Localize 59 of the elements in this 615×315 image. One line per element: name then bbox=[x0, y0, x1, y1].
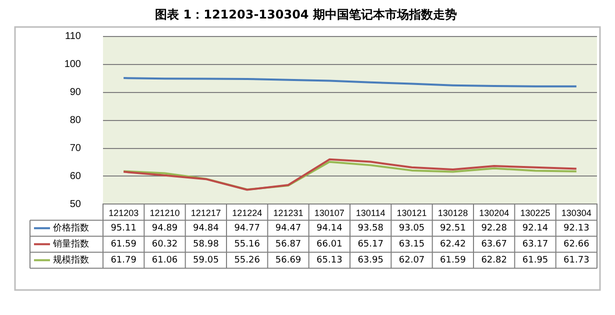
x-tick-label: 121217 bbox=[190, 208, 221, 218]
data-label: 60.32 bbox=[152, 240, 178, 250]
x-tick-label: 121231 bbox=[273, 208, 304, 218]
data-label: 92.14 bbox=[522, 224, 548, 234]
x-tick-label: 130128 bbox=[438, 208, 468, 218]
data-label: 61.73 bbox=[564, 256, 590, 266]
data-label: 65.13 bbox=[316, 256, 342, 266]
y-tick-label: 80 bbox=[70, 115, 82, 126]
data-label: 61.06 bbox=[152, 256, 178, 266]
data-label: 95.11 bbox=[110, 224, 136, 234]
data-label: 94.84 bbox=[193, 224, 220, 234]
data-label: 56.87 bbox=[275, 240, 302, 250]
legend-label: 价格指数 bbox=[52, 222, 89, 234]
data-label: 92.13 bbox=[564, 224, 590, 234]
legend-label: 销量指数 bbox=[52, 238, 89, 250]
data-label: 94.89 bbox=[152, 224, 178, 234]
x-tick-label: 130114 bbox=[356, 208, 386, 218]
y-tick-label: 100 bbox=[64, 59, 82, 70]
y-tick-label: 110 bbox=[65, 31, 82, 42]
x-tick-label: 121210 bbox=[150, 208, 180, 218]
chart-title: 图表 1：121203-130304 期中国笔记本市场指数走势 bbox=[155, 7, 457, 22]
data-label: 62.66 bbox=[564, 240, 590, 250]
data-label: 94.77 bbox=[234, 224, 260, 234]
data-label: 59.05 bbox=[193, 256, 219, 266]
data-label: 63.15 bbox=[398, 240, 425, 250]
x-tick-label: 130225 bbox=[520, 208, 550, 218]
data-label: 62.82 bbox=[481, 256, 507, 266]
data-label: 61.59 bbox=[440, 256, 466, 266]
data-label: 93.58 bbox=[358, 224, 384, 234]
x-tick-label: 130121 bbox=[396, 208, 427, 218]
data-label: 55.16 bbox=[234, 240, 260, 250]
data-label: 93.05 bbox=[398, 224, 425, 234]
x-tick-label: 130304 bbox=[561, 208, 592, 218]
y-tick-label: 70 bbox=[70, 143, 82, 154]
y-tick-label: 50 bbox=[70, 198, 82, 210]
data-label: 94.47 bbox=[275, 224, 302, 234]
x-tick-label: 121224 bbox=[232, 208, 262, 218]
y-tick-label: 90 bbox=[70, 87, 82, 98]
data-label: 61.79 bbox=[110, 256, 137, 266]
legend-label: 规模指数 bbox=[53, 254, 89, 266]
data-label: 65.17 bbox=[358, 240, 384, 250]
data-label: 94.14 bbox=[316, 224, 343, 234]
data-label: 92.28 bbox=[481, 224, 508, 234]
data-label: 56.69 bbox=[275, 256, 302, 266]
data-label: 58.98 bbox=[193, 240, 220, 250]
data-label: 61.95 bbox=[522, 256, 548, 266]
data-label: 63.17 bbox=[522, 240, 548, 250]
x-tick-label: 130107 bbox=[314, 208, 344, 218]
data-label: 62.07 bbox=[398, 256, 425, 266]
data-label: 61.59 bbox=[110, 240, 137, 250]
data-label: 55.26 bbox=[234, 256, 260, 266]
y-tick-label: 60 bbox=[70, 170, 82, 182]
data-label: 92.51 bbox=[440, 224, 466, 234]
x-tick-label: 121203 bbox=[108, 208, 139, 218]
data-label: 62.42 bbox=[440, 240, 466, 250]
data-label: 66.01 bbox=[316, 240, 342, 250]
data-label: 63.95 bbox=[358, 256, 384, 266]
x-tick-label: 130204 bbox=[479, 208, 510, 218]
data-label: 63.67 bbox=[481, 240, 507, 250]
